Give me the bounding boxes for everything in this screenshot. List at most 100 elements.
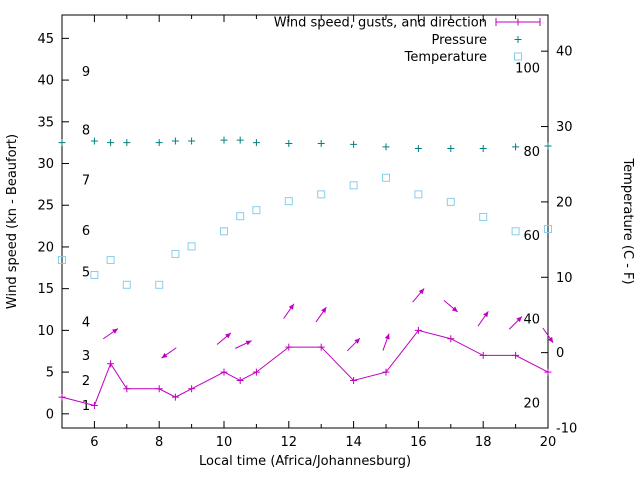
x-tick-label: 10 xyxy=(216,435,233,450)
y-right-axis-label: Temperature (C - F) xyxy=(620,157,635,284)
wind-direction-arrow-head xyxy=(547,336,554,343)
x-tick-label: 20 xyxy=(540,435,557,450)
wind-speed-point xyxy=(317,343,325,351)
pressure-point xyxy=(382,143,390,151)
y-left-tick-label: 5 xyxy=(46,366,54,381)
wind-speed-point xyxy=(107,360,115,368)
y-right-tick-label: 20 xyxy=(556,195,573,210)
x-tick-label: 8 xyxy=(155,435,163,450)
pressure-point xyxy=(252,139,260,147)
wind-direction-arrow-head xyxy=(483,311,489,318)
temperature-point xyxy=(58,255,66,264)
x-tick-label: 6 xyxy=(90,435,98,450)
pressure-point xyxy=(155,139,163,147)
beaufort-scale-label: 7 xyxy=(82,174,90,189)
pressure-point xyxy=(220,136,228,144)
beaufort-scale-label: 2 xyxy=(82,374,90,389)
y-left-axis-label: Wind speed (kn - Beaufort) xyxy=(5,134,20,309)
pressure-point xyxy=(447,144,455,152)
y-left-tick-label: 35 xyxy=(37,115,54,130)
wind-speed-point xyxy=(512,351,520,359)
wind-direction-arrow-head xyxy=(112,328,118,334)
fahrenheit-scale-label: 80 xyxy=(523,145,540,160)
y-right-tick-label: 30 xyxy=(556,120,573,135)
wind-direction-arrow-head xyxy=(245,340,252,346)
temperature-point xyxy=(544,225,552,234)
wind-speed-point xyxy=(285,343,293,351)
pressure-point xyxy=(512,143,520,151)
wind-direction-arrow-head xyxy=(516,316,522,323)
y-right-tick-label: 40 xyxy=(556,45,573,60)
temperature-point xyxy=(236,212,245,221)
wind-speed-point xyxy=(414,326,422,334)
beaufort-scale-label: 4 xyxy=(82,316,90,331)
x-tick-label: 14 xyxy=(345,435,362,450)
wind-speed-point xyxy=(171,393,179,401)
temperature-point xyxy=(284,197,293,206)
fahrenheit-scale-label: 60 xyxy=(523,229,540,244)
wind-speed-point xyxy=(252,368,260,376)
wind-speed-line xyxy=(61,329,549,407)
pressure-point xyxy=(58,139,66,147)
y-left-tick-label: 0 xyxy=(46,407,54,422)
wind-speed-point xyxy=(155,385,163,393)
pressure-point xyxy=(414,144,422,152)
temperature-point xyxy=(479,212,488,221)
temperature-point xyxy=(252,206,261,215)
wind-speed-point xyxy=(90,401,98,409)
fahrenheit-scale-label: 100 xyxy=(515,61,540,76)
legend-label: Temperature xyxy=(404,50,487,65)
fahrenheit-scale-label: 40 xyxy=(523,313,540,328)
wind-speed-point xyxy=(220,368,228,376)
wind-direction-arrow-head xyxy=(161,352,168,359)
wind-speed-point xyxy=(123,385,131,393)
wind-direction-arrow-head xyxy=(354,338,360,344)
wind-direction-arrow-head xyxy=(384,333,390,340)
wind-speed-point xyxy=(447,335,455,343)
fahrenheit-scale-label: 20 xyxy=(523,396,540,411)
legend-sample-marker xyxy=(514,36,522,43)
temperature-point xyxy=(382,173,390,182)
wind-speed-point xyxy=(479,351,487,359)
x-tick-label: 16 xyxy=(410,435,427,450)
y-left-tick-label: 45 xyxy=(37,32,54,47)
temperature-point xyxy=(155,280,164,289)
y-right-tick-label: -10 xyxy=(556,422,577,437)
wind-direction-arrow-head xyxy=(288,303,294,310)
wind-direction-arrow-head xyxy=(418,288,425,295)
pressure-point xyxy=(544,142,552,150)
y-left-tick-label: 15 xyxy=(37,282,54,297)
temperature-point xyxy=(106,255,115,264)
wind-direction-arrow-head xyxy=(451,306,458,312)
beaufort-scale-label: 1 xyxy=(82,399,90,414)
pressure-point xyxy=(479,144,487,152)
pressure-point xyxy=(236,136,244,144)
x-tick-label: 12 xyxy=(281,435,298,450)
plot-border xyxy=(61,14,549,429)
y-right-tick-label: 10 xyxy=(556,271,573,286)
temperature-point xyxy=(511,227,520,236)
legend-sample-marker xyxy=(514,18,522,26)
wind-speed-point xyxy=(382,368,390,376)
pressure-point xyxy=(171,137,179,145)
pressure-point xyxy=(188,137,196,145)
pressure-point xyxy=(317,139,325,147)
pressure-point xyxy=(350,140,358,148)
wind-direction-arrow-head xyxy=(321,307,327,314)
y-left-tick-label: 10 xyxy=(37,324,54,339)
pressure-point xyxy=(107,139,115,147)
wind-speed-point xyxy=(58,393,66,401)
temperature-point xyxy=(317,190,326,199)
x-tick-label: 18 xyxy=(475,435,492,450)
temperature-point xyxy=(414,190,423,199)
beaufort-scale-label: 3 xyxy=(82,349,90,364)
wind-speed-point xyxy=(188,385,196,393)
temperature-point xyxy=(187,242,196,251)
temperature-point xyxy=(349,181,358,190)
legend-sample-marker xyxy=(514,52,522,61)
y-right-tick-label: 0 xyxy=(556,346,564,361)
x-axis-label: Local time (Africa/Johannesburg) xyxy=(199,454,411,469)
temperature-point xyxy=(171,249,180,258)
temperature-point xyxy=(90,271,99,280)
